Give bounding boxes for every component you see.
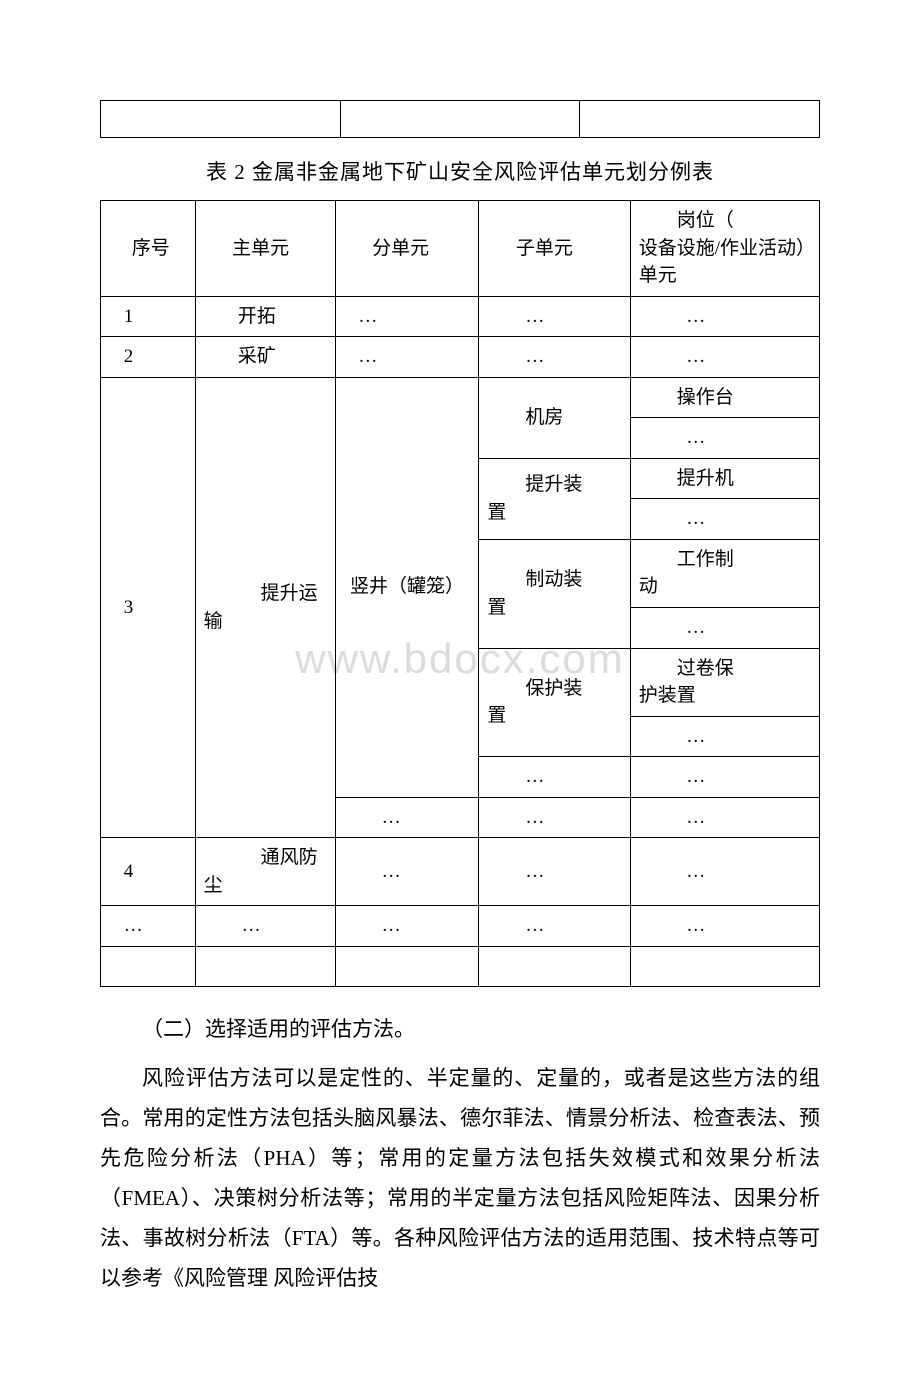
cell-main: 提升运 输 (195, 377, 335, 838)
cell-main: 采矿 (195, 337, 335, 378)
cell-seq: 3 (101, 377, 196, 838)
col-header-post: 岗位（ 设备设施/作业活动）单元 (630, 201, 819, 297)
col-header-seq: 序号 (101, 201, 196, 297)
label: 动 (639, 573, 811, 601)
cell-sub: … (335, 906, 479, 947)
cell-sub: 竖井（罐笼） (335, 377, 479, 797)
label: 提升运 (204, 580, 327, 608)
label: 保护装 (487, 675, 621, 703)
cell-child: … (479, 296, 630, 337)
cell-child: 制动装 置 (479, 539, 630, 648)
cell-post: … (630, 608, 819, 649)
cell-post: … (630, 838, 819, 906)
label: 护装置 (639, 682, 811, 710)
empty-cell (580, 101, 820, 138)
cell-post: … (630, 906, 819, 947)
col-header-sub: 分单元 (335, 201, 479, 297)
label: 过卷保 (639, 655, 811, 683)
table-row (101, 946, 820, 987)
empty-cell (335, 946, 479, 987)
table-2-risk-units: 序号 主单元 分单元 子单元 岗位（ 设备设施/作业活动）单元 1 开拓 … …… (100, 200, 820, 987)
cell-main: 开拓 (195, 296, 335, 337)
cell-post: … (630, 797, 819, 838)
label: 主单元 (232, 238, 289, 259)
cell-seq: … (101, 906, 196, 947)
cell-post: 操作台 (630, 377, 819, 418)
label: 置 (487, 702, 621, 730)
label: 通风防 (204, 844, 327, 872)
cell-child: 保护装 置 (479, 648, 630, 757)
table-row: 1 开拓 … … … (101, 296, 820, 337)
empty-cell (101, 101, 341, 138)
cell-post: … (630, 296, 819, 337)
cell-child: 提升装 置 (479, 458, 630, 539)
table-2-caption: 表 2 金属非金属地下矿山安全风险评估单元划分例表 (100, 156, 820, 186)
cell-post: … (630, 757, 819, 798)
label: 分单元 (372, 238, 429, 259)
cell-post: 提升机 (630, 458, 819, 499)
cell-child: … (479, 757, 630, 798)
label: 序号 (132, 238, 170, 259)
cell-sub: … (335, 838, 479, 906)
cell-child: … (479, 337, 630, 378)
table-header-row: 序号 主单元 分单元 子单元 岗位（ 设备设施/作业活动）单元 (101, 201, 820, 297)
label: 子单元 (516, 238, 573, 259)
col-header-child: 子单元 (479, 201, 630, 297)
label: 尘 (204, 872, 327, 900)
cell-child: 机房 (479, 377, 630, 458)
table-1-empty (100, 100, 820, 138)
cell-post: 工作制 动 (630, 539, 819, 607)
table-row (101, 101, 820, 138)
cell-seq: 2 (101, 337, 196, 378)
cell-child: … (479, 797, 630, 838)
cell-post: … (630, 716, 819, 757)
label: 输 (204, 608, 327, 636)
cell-post: … (630, 499, 819, 540)
label: 设备设施/作业活动）单元 (639, 235, 811, 290)
table-row: 3 提升运 输 竖井（罐笼） 机房 操作台 (101, 377, 820, 418)
table-row: … … … … … (101, 906, 820, 947)
label: 制动装 (487, 566, 621, 594)
cell-post: … (630, 418, 819, 459)
label: 提升装 (487, 471, 621, 499)
label: 置 (487, 499, 621, 527)
label: 竖井（罐笼） (350, 576, 464, 597)
cell-seq: 4 (101, 838, 196, 906)
cell-main: … (195, 906, 335, 947)
cell-post: 过卷保 护装置 (630, 648, 819, 716)
label: 置 (487, 594, 621, 622)
cell-sub: … (335, 797, 479, 838)
empty-cell (195, 946, 335, 987)
section-subheading: （二）选择适用的评估方法。 (100, 1013, 820, 1043)
label: 岗位（ (639, 207, 811, 235)
cell-seq: 1 (101, 296, 196, 337)
body-paragraph: 风险评估方法可以是定性的、半定量的、定量的，或者是这些方法的组合。常用的定性方法… (100, 1059, 820, 1298)
cell-sub: … (335, 296, 479, 337)
label: 工作制 (639, 546, 811, 574)
empty-cell (630, 946, 819, 987)
table-row: 4 通风防 尘 … … … (101, 838, 820, 906)
cell-main: 通风防 尘 (195, 838, 335, 906)
empty-cell (101, 946, 196, 987)
empty-cell (479, 946, 630, 987)
cell-child: … (479, 906, 630, 947)
col-header-main: 主单元 (195, 201, 335, 297)
cell-sub: … (335, 337, 479, 378)
cell-child: … (479, 838, 630, 906)
empty-cell (340, 101, 580, 138)
table-row: 2 采矿 … … … (101, 337, 820, 378)
cell-post: … (630, 337, 819, 378)
